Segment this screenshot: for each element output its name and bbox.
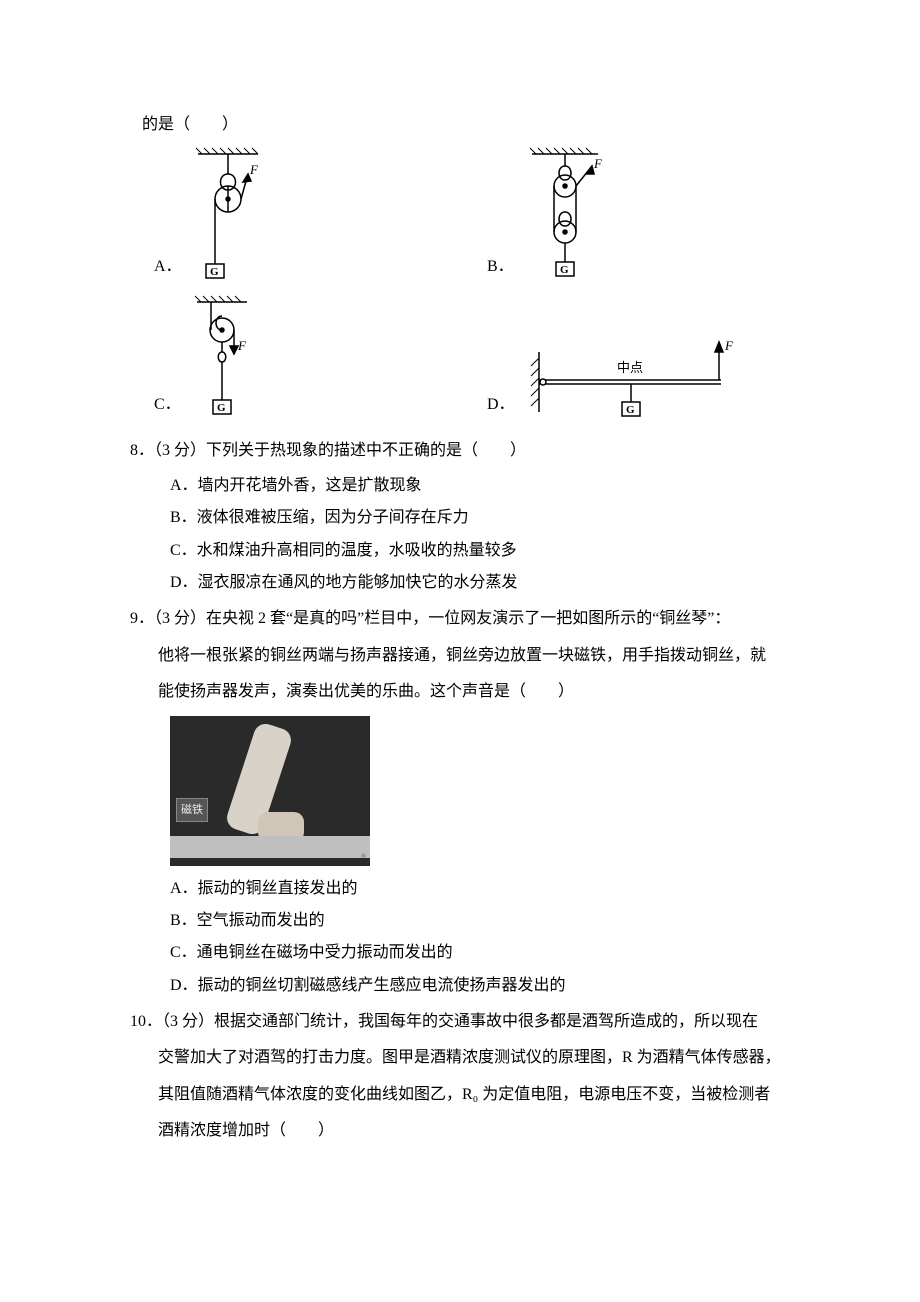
svg-text:F: F [237,338,247,353]
svg-text:F: F [249,162,259,177]
q7-option-d-letter: D． [487,390,515,422]
q9-stem-line3: 能使扬声器发声，演奏出优美的乐曲。这个声音是（ ） [158,677,790,707]
q7-option-c: C． [154,292,457,422]
q7-option-d: D． [487,292,790,422]
q9-stem-line1: 9．（3 分）在央视 2 套“是真的吗”栏目中，一位网友演示了一把如图所示的“铜… [130,604,790,634]
q9-option-c: C．通电铜丝在磁场中受力振动而发出的 [170,938,790,968]
svg-text:F: F [593,156,603,171]
q10-stem-line3: 其阻值随酒精气体浓度的变化曲线如图乙，R₀ 为定值电阻，电源电压不变，当被检测者 [158,1080,790,1110]
q7-diagram-d: 中点 F G [521,332,741,422]
q7-option-a: A． [154,144,457,284]
q9-option-a: A．振动的铜丝直接发出的 [170,874,790,904]
q8-option-d: D．湿衣服凉在通风的地方能够加快它的水分蒸发 [170,568,790,598]
q9-photo: 磁铁 ■ [170,716,370,866]
q9-option-b: B．空气振动而发出的 [170,906,790,936]
svg-text:G: G [210,266,219,278]
photo-bar-shape [170,836,370,858]
q8-option-a: A．墙内开花墙外香，这是扩散现象 [170,471,790,501]
q7-options-grid: A． [154,144,790,422]
q8-option-b: B．液体很难被压缩，因为分子间存在斥力 [170,503,790,533]
q9-options: A．振动的铜丝直接发出的 B．空气振动而发出的 C．通电铜丝在磁场中受力振动而发… [170,874,790,1002]
photo-magnet-label: 磁铁 [176,798,208,823]
svg-text:G: G [560,264,569,276]
svg-text:G: G [626,404,635,416]
q10-stem-line2: 交警加大了对酒驾的打击力度。图甲是酒精浓度测试仪的原理图，R 为酒精气体传感器， [158,1043,790,1073]
q7-option-a-letter: A． [154,252,182,284]
q8-options: A．墙内开花墙外香，这是扩散现象 B．液体很难被压缩，因为分子间存在斥力 C．水… [170,471,790,599]
svg-text:中点: 中点 [617,360,643,375]
q9-option-d: D．振动的铜丝切割磁感线产生感应电流使扬声器发出的 [170,971,790,1001]
q7-diagram-a: F G [188,144,278,284]
q7-option-c-letter: C． [154,390,181,422]
q7-diagram-b: F G [520,144,620,284]
q7-diagram-c: F G [187,292,277,422]
photo-watermark: ■ [361,848,366,863]
q8-option-c: C．水和煤油升高相同的温度，水吸收的热量较多 [170,536,790,566]
q8-stem: 8．（3 分）下列关于热现象的描述中不正确的是（ ） [130,436,790,466]
q10-stem-line4: 酒精浓度增加时（ ） [158,1116,790,1146]
svg-text:G: G [217,402,226,414]
svg-text:F: F [724,338,734,353]
q7-option-b-letter: B． [487,252,514,284]
q7-stem-tail: 的是（ ） [142,110,790,140]
q10-stem-line1: 10．（3 分）根据交通部门统计，我国每年的交通事故中很多都是酒驾所造成的，所以… [130,1007,790,1037]
q7-option-b: B． [487,144,790,284]
q9-stem-line2: 他将一根张紧的铜丝两端与扬声器接通，铜丝旁边放置一块磁铁，用手指拨动铜丝，就 [158,641,790,671]
